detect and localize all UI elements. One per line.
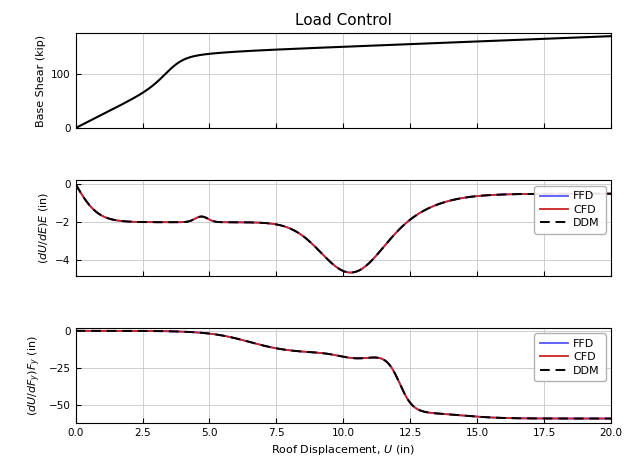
DDM bbox=[346, 270, 354, 275]
Legend: FFD, CFD, DDM: FFD, CFD, DDM bbox=[534, 186, 605, 234]
Line: CFD: CFD bbox=[76, 331, 611, 419]
Y-axis label: Base Shear (kip): Base Shear (kip) bbox=[35, 34, 45, 126]
Y-axis label: $(dU/dE)E$ (in): $(dU/dE)E$ (in) bbox=[37, 192, 50, 264]
CFD bbox=[127, 328, 134, 334]
FFD bbox=[307, 240, 315, 246]
Line: CFD: CFD bbox=[76, 184, 611, 273]
CFD bbox=[346, 270, 354, 275]
Title: Load Control: Load Control bbox=[295, 13, 392, 28]
FFD bbox=[500, 192, 507, 197]
FFD bbox=[289, 227, 296, 232]
FFD bbox=[72, 181, 79, 187]
Line: DDM: DDM bbox=[76, 184, 611, 273]
FFD bbox=[440, 200, 448, 205]
DDM bbox=[490, 192, 498, 198]
FFD bbox=[127, 219, 134, 225]
Legend: FFD, CFD, DDM: FFD, CFD, DDM bbox=[534, 333, 605, 381]
DDM bbox=[499, 415, 507, 421]
FFD bbox=[307, 349, 315, 355]
FFD bbox=[490, 415, 497, 420]
Y-axis label: $(dU/dF_y)F_y$ (in): $(dU/dF_y)F_y$ (in) bbox=[27, 335, 43, 416]
FFD bbox=[72, 328, 79, 334]
DDM bbox=[607, 416, 615, 422]
CFD bbox=[490, 415, 497, 420]
DDM bbox=[500, 192, 507, 197]
FFD bbox=[346, 270, 354, 275]
DDM bbox=[307, 349, 315, 355]
DDM bbox=[289, 227, 296, 232]
CFD bbox=[72, 328, 79, 334]
FFD bbox=[440, 411, 447, 417]
CFD bbox=[127, 219, 134, 225]
CFD bbox=[499, 415, 507, 421]
Line: FFD: FFD bbox=[76, 331, 611, 419]
CFD bbox=[440, 200, 448, 205]
Line: DDM: DDM bbox=[76, 331, 611, 419]
DDM bbox=[289, 348, 296, 353]
CFD bbox=[289, 348, 296, 353]
CFD bbox=[607, 416, 615, 422]
FFD bbox=[127, 328, 134, 334]
FFD bbox=[499, 415, 507, 421]
DDM bbox=[127, 219, 134, 225]
CFD bbox=[289, 227, 296, 232]
CFD bbox=[72, 181, 79, 187]
DDM bbox=[72, 328, 79, 334]
DDM bbox=[127, 328, 134, 334]
CFD bbox=[607, 191, 615, 196]
CFD bbox=[500, 192, 507, 197]
DDM bbox=[490, 415, 497, 420]
DDM bbox=[440, 200, 448, 205]
DDM bbox=[440, 411, 447, 417]
FFD bbox=[607, 416, 615, 422]
CFD bbox=[307, 240, 315, 246]
Line: FFD: FFD bbox=[76, 184, 611, 273]
DDM bbox=[72, 181, 79, 187]
FFD bbox=[607, 191, 615, 196]
CFD bbox=[440, 411, 447, 417]
DDM bbox=[307, 240, 315, 246]
FFD bbox=[490, 192, 498, 198]
CFD bbox=[307, 349, 315, 355]
DDM bbox=[607, 191, 615, 196]
FFD bbox=[289, 348, 296, 353]
X-axis label: Roof Displacement, $U$ (in): Roof Displacement, $U$ (in) bbox=[272, 443, 415, 457]
CFD bbox=[490, 192, 498, 198]
